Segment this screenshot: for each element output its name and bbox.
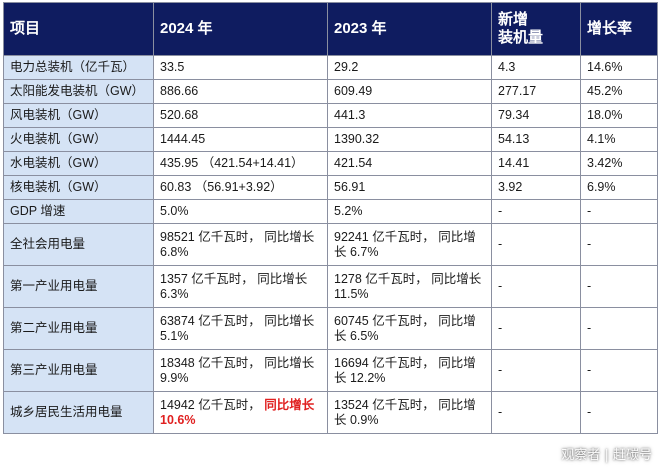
cell-new: - — [491, 199, 581, 224]
cell-2023: 92241 亿千瓦时， 同比增长 6.7% — [327, 223, 492, 266]
cell-2023: 13524 亿千瓦时， 同比增长 0.9% — [327, 391, 492, 434]
cell-growth: 14.6% — [580, 55, 658, 80]
table-row: 火电装机（GW） 1444.45 1390.32 54.13 4.1% — [3, 127, 658, 152]
cell-2023: 1278 亿千瓦时， 同比增长 11.5% — [327, 265, 492, 308]
table-row: 太阳能发电装机（GW） 886.66 609.49 277.17 45.2% — [3, 79, 658, 104]
table-row: 城乡居民生活用电量 14942 亿千瓦时， 同比增长 10.6% 13524 亿… — [3, 391, 658, 434]
cell-2023: 16694 亿千瓦时， 同比增长 12.2% — [327, 349, 492, 392]
cell-growth: 45.2% — [580, 79, 658, 104]
cell-2024: 435.95 （421.54+14.41） — [153, 151, 328, 176]
cell-2024-text: 14942 亿千瓦时， — [160, 397, 265, 412]
table-row: 第二产业用电量 63874 亿千瓦时， 同比增长 5.1% 60745 亿千瓦时… — [3, 307, 658, 350]
table-row: 风电装机（GW） 520.68 441.3 79.34 18.0% — [3, 103, 658, 128]
cell-growth: - — [580, 265, 658, 308]
header-row: 项目 2024 年 2023 年 新增 装机量 增长率 — [3, 2, 658, 56]
cell-growth: 18.0% — [580, 103, 658, 128]
row-item: 水电装机（GW） — [3, 151, 154, 176]
cell-growth: 4.1% — [580, 127, 658, 152]
header-2023: 2023 年 — [327, 2, 492, 56]
cell-2024: 33.5 — [153, 55, 328, 80]
cell-2024: 5.0% — [153, 199, 328, 224]
cell-2024: 63874 亿千瓦时， 同比增长 5.1% — [153, 307, 328, 350]
cell-2024: 60.83 （56.91+3.92） — [153, 175, 328, 200]
cell-new: - — [491, 265, 581, 308]
cell-new: - — [491, 391, 581, 434]
cell-new: 277.17 — [491, 79, 581, 104]
cell-2023: 5.2% — [327, 199, 492, 224]
cell-2023: 56.91 — [327, 175, 492, 200]
cell-new: 3.92 — [491, 175, 581, 200]
row-item: GDP 增速 — [3, 199, 154, 224]
table-row: GDP 增速 5.0% 5.2% - - — [3, 199, 658, 224]
highlight-growth: 同比增长 10.6% — [160, 397, 315, 427]
cell-new: 54.13 — [491, 127, 581, 152]
row-item: 太阳能发电装机（GW） — [3, 79, 154, 104]
row-item: 第三产业用电量 — [3, 349, 154, 392]
cell-growth: - — [580, 391, 658, 434]
cell-2023: 421.54 — [327, 151, 492, 176]
row-item: 第二产业用电量 — [3, 307, 154, 350]
table-row: 核电装机（GW） 60.83 （56.91+3.92） 56.91 3.92 6… — [3, 175, 658, 200]
cell-2024: 1444.45 — [153, 127, 328, 152]
cell-new: - — [491, 349, 581, 392]
watermark: 观察者 | 赶碳号 — [561, 448, 652, 463]
cell-2024: 520.68 — [153, 103, 328, 128]
row-item: 城乡居民生活用电量 — [3, 391, 154, 434]
cell-2024: 14942 亿千瓦时， 同比增长 10.6% — [153, 391, 328, 434]
cell-new: - — [491, 223, 581, 266]
cell-growth: - — [580, 307, 658, 350]
header-2024: 2024 年 — [153, 2, 328, 56]
table-row: 电力总装机（亿千瓦） 33.5 29.2 4.3 14.6% — [3, 55, 658, 80]
table-row: 全社会用电量 98521 亿千瓦时， 同比增长 6.8% 92241 亿千瓦时，… — [3, 223, 658, 266]
cell-2023: 60745 亿千瓦时， 同比增长 6.5% — [327, 307, 492, 350]
cell-growth: - — [580, 349, 658, 392]
energy-data-table: 项目 2024 年 2023 年 新增 装机量 增长率 电力总装机（亿千瓦） 3… — [3, 2, 658, 434]
row-item: 火电装机（GW） — [3, 127, 154, 152]
table-row: 第一产业用电量 1357 亿千瓦时， 同比增长 6.3% 1278 亿千瓦时， … — [3, 265, 658, 308]
header-growth-rate: 增长率 — [580, 2, 658, 56]
table-row: 第三产业用电量 18348 亿千瓦时， 同比增长 9.9% 16694 亿千瓦时… — [3, 349, 658, 392]
table-row: 水电装机（GW） 435.95 （421.54+14.41） 421.54 14… — [3, 151, 658, 176]
row-item: 第一产业用电量 — [3, 265, 154, 308]
cell-2023: 609.49 — [327, 79, 492, 104]
cell-2024: 886.66 — [153, 79, 328, 104]
cell-2023: 29.2 — [327, 55, 492, 80]
table-body: 电力总装机（亿千瓦） 33.5 29.2 4.3 14.6% 太阳能发电装机（G… — [3, 55, 658, 434]
cell-new: - — [491, 307, 581, 350]
cell-growth: 3.42% — [580, 151, 658, 176]
cell-growth: - — [580, 199, 658, 224]
cell-2024: 1357 亿千瓦时， 同比增长 6.3% — [153, 265, 328, 308]
cell-growth: 6.9% — [580, 175, 658, 200]
cell-growth: - — [580, 223, 658, 266]
row-item: 电力总装机（亿千瓦） — [3, 55, 154, 80]
row-item: 风电装机（GW） — [3, 103, 154, 128]
cell-new: 4.3 — [491, 55, 581, 80]
cell-2024: 18348 亿千瓦时， 同比增长 9.9% — [153, 349, 328, 392]
cell-2023: 1390.32 — [327, 127, 492, 152]
header-item: 项目 — [3, 2, 154, 56]
header-new-capacity: 新增 装机量 — [491, 2, 581, 56]
cell-2023: 441.3 — [327, 103, 492, 128]
row-item: 全社会用电量 — [3, 223, 154, 266]
cell-new: 79.34 — [491, 103, 581, 128]
cell-new: 14.41 — [491, 151, 581, 176]
cell-2024: 98521 亿千瓦时， 同比增长 6.8% — [153, 223, 328, 266]
row-item: 核电装机（GW） — [3, 175, 154, 200]
